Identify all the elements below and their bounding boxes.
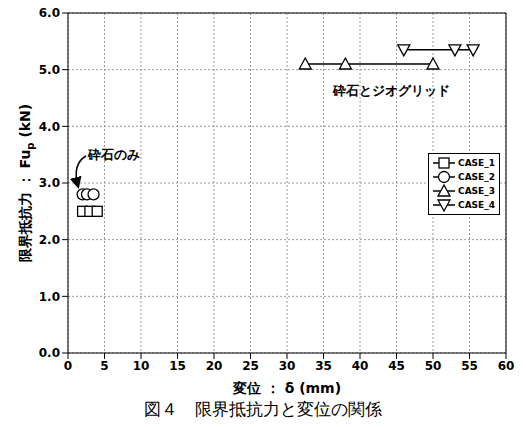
svg-text:1.0: 1.0 xyxy=(39,290,60,304)
svg-text:3.0: 3.0 xyxy=(39,176,60,190)
svg-text:0.0: 0.0 xyxy=(39,346,60,360)
svg-text:30: 30 xyxy=(279,359,296,373)
svg-text:変位 ： δ (mm): 変位 ： δ (mm) xyxy=(232,380,341,396)
svg-text:60: 60 xyxy=(498,359,515,373)
svg-text:6.0: 6.0 xyxy=(39,8,60,20)
svg-text:限界抵抗力 ： Fup (kN): 限界抵抗力 ： Fup (kN) xyxy=(17,104,36,262)
svg-text:55: 55 xyxy=(461,359,478,373)
html-text:CASE_4: CASE_4 xyxy=(458,200,495,210)
svg-text:25: 25 xyxy=(242,359,259,373)
svg-text:2.0: 2.0 xyxy=(39,233,60,247)
html-text:砕石のみ: 砕石のみ xyxy=(88,147,140,162)
svg-text:0: 0 xyxy=(64,359,72,373)
svg-text:15: 15 xyxy=(169,359,186,373)
html-text:砕石とジオグリッド: 砕石とジオグリッド xyxy=(333,83,450,98)
svg-text:5.0: 5.0 xyxy=(39,63,60,77)
svg-text:35: 35 xyxy=(315,359,332,373)
svg-text:4.0: 4.0 xyxy=(39,120,60,134)
svg-text:5: 5 xyxy=(100,359,108,373)
html-text:CASE_1: CASE_1 xyxy=(458,158,495,168)
svg-text:45: 45 xyxy=(388,359,405,373)
html-text:図４ 限界抵抗力と変位の関係: 図４ 限界抵抗力と変位の関係 xyxy=(144,399,382,419)
html-text:CASE_3: CASE_3 xyxy=(458,186,495,196)
svg-text:10: 10 xyxy=(133,359,150,373)
html-text:CASE_2: CASE_2 xyxy=(458,172,495,182)
svg-text:20: 20 xyxy=(206,359,223,373)
svg-text:50: 50 xyxy=(425,359,442,373)
svg-text:40: 40 xyxy=(352,359,369,373)
